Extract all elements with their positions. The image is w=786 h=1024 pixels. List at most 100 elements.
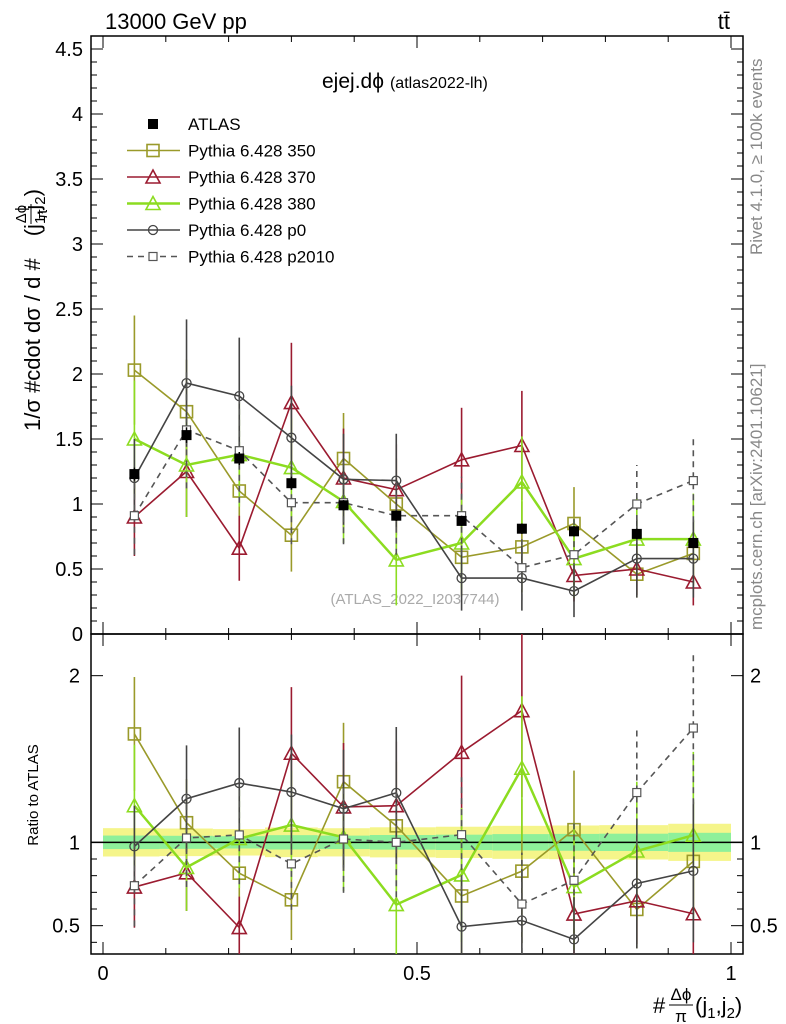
ratio-point [456,830,467,840]
x-tick-label: 1 [725,963,736,985]
axes-layer: 0 0.5 1 0 0.5 1 1.5 2 2.5 3 3.5 4 4.5 0.5 0.5 1 1 2 2 [52,36,778,985]
series-pythia-6-428-p0 [129,319,699,618]
ratio-line [133,733,694,911]
legend-marker [148,251,158,262]
y-tick-label: 1 [72,494,83,516]
ratio-point [569,875,579,885]
ratio-point [338,834,349,844]
legend-marker-atlas [148,119,158,129]
data-point [129,511,139,521]
y-tick-label: 3.5 [55,169,83,191]
series-pythia-6-428-p2010 [129,371,698,601]
chart-subtitle: (atlas2022-lh) [390,75,488,92]
legend-marker [144,194,162,211]
x-tick-label: 0.5 [403,963,431,985]
y-tick-label: 4 [72,104,83,126]
chart-title-main: ejej.dϕ [322,70,384,93]
ratio-point [129,881,139,891]
analysis-watermark: (ATLAS_2022_I2037744) [330,591,499,608]
ratio-point [453,743,470,760]
atlas-point [391,510,402,521]
data-point [387,551,405,567]
atlas-point [516,523,527,534]
atlas-point [129,469,140,480]
data-point [453,451,470,467]
ratio-tick-label: 0.5 [52,916,80,938]
y-tick-label: 1.5 [55,429,83,451]
mcplots-label: mcplots.cern.ch [arXiv:2401.10621] [747,364,766,630]
y-label-close: ) [20,189,45,196]
x-axis-label: # Δϕ π (j1,j2) [653,985,742,1024]
data-point [569,550,579,560]
plot-layer [126,315,702,954]
ratio-point [230,918,248,935]
atlas-point [338,500,349,511]
data-point [631,553,642,564]
y-label-frac-den: π [34,209,51,219]
atlas-point [631,528,642,539]
ratio-line [134,709,694,930]
atlas-point [456,515,467,526]
y-label-frac-num: Δϕ [13,205,30,223]
ratio-point [456,921,467,932]
ratio-line [133,765,694,907]
x-label-prefix: # [653,993,666,1018]
y-tick-label: 2 [72,364,83,386]
legend: ATLAS Pythia 6.428 350 Pythia 6.428 370 Pyt… [127,115,335,267]
ratio-point [129,841,140,852]
legend-label: Pythia 6.428 p2010 [188,248,335,267]
ratio-point [181,833,192,843]
legend-label: Pythia 6.428 p0 [188,221,306,240]
ratio-panel-frame [90,633,744,955]
ratio-point [517,899,527,909]
x-label-suffix: (j1,j2) [695,993,742,1022]
atlas-point [569,526,579,537]
ratio-tick-label: 2 [69,666,80,688]
ratio-point [391,837,401,847]
process-label: tt̄ [718,9,730,34]
y-axis-label: 1/σ #cdot dσ / d # (j1,j2) Δϕ π [13,189,51,431]
legend-marker [144,168,162,184]
ratio-point [513,759,531,776]
legend-label: Pythia 6.428 350 [188,142,316,161]
data-point [178,456,195,472]
data-point [688,553,699,564]
series-line [133,437,694,562]
y-tick-label: 0 [72,624,83,646]
data-point [688,476,698,486]
data-point [230,539,248,556]
rivet-label: Rivet 4.1.0, ≥ 100k events [747,59,766,255]
ratio-tick-label-right: 1 [750,832,761,854]
ratio-point [234,777,245,789]
ratio-tick-label: 1 [69,832,80,854]
series-pythia-6-428-370 [126,342,702,606]
ratio-point [688,723,698,733]
ratio-point [631,878,642,889]
data-point [127,363,142,377]
atlas-point [181,430,192,441]
series-line [133,428,694,569]
ratio-point [286,786,297,798]
series-line [133,382,694,592]
atlas-point [688,538,699,548]
ratio-point [632,787,642,798]
y-label-comma: ,j [20,205,45,216]
legend-label-atlas: ATLAS [188,115,241,134]
series-pythia-6-428-370-ratio [126,634,702,954]
y-tick-label: 3 [72,234,83,256]
y-label-sub2: 2 [32,196,49,204]
data-point [456,572,467,584]
data-point [286,498,296,508]
ratio-tick-label-right: 0.5 [750,916,778,938]
ratio-line [133,782,694,941]
legend-label: Pythia 6.428 380 [188,195,316,214]
ratio-point [286,859,296,869]
ratio-tick-label-right: 2 [750,666,761,688]
svg-text:1/σ #cdot dσ / d #(j1,j2): 1/σ #cdot dσ / d # (j1,j2) [20,189,49,431]
atlas-point [234,453,245,464]
legend-marker [147,224,159,236]
legend-label: Pythia 6.428 370 [188,168,316,187]
ratio-point [234,830,244,840]
y-label-suffix: (j [20,224,45,236]
